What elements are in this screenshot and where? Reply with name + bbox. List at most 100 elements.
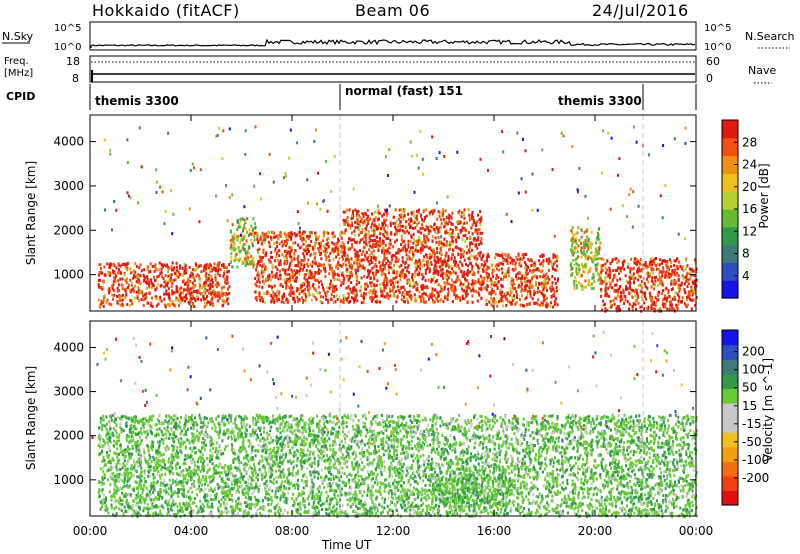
- scatter-cell: [317, 247, 320, 250]
- scatter-cell: [525, 283, 528, 287]
- scatter-cell: [400, 285, 403, 289]
- scatter-cell: [324, 160, 327, 163]
- scatter-cell: [355, 282, 358, 286]
- scatter-cell: [163, 280, 166, 284]
- scatter-cell: [293, 279, 296, 283]
- scatter-cell: [514, 267, 517, 271]
- scatter-cell: [261, 285, 264, 289]
- scatter-cell: [260, 271, 263, 275]
- scatter-cell: [309, 263, 312, 267]
- scatter-cell: [372, 239, 374, 243]
- scatter-cell: [307, 270, 310, 274]
- scatter-cell: [298, 272, 301, 276]
- range-tick-label: 3000: [53, 179, 84, 193]
- scatter-cell: [264, 233, 267, 236]
- scatter-cell: [142, 279, 145, 283]
- scatter-cell: [479, 223, 482, 227]
- scatter-cell: [254, 282, 257, 286]
- scatter-cell: [306, 247, 309, 251]
- scatter-cell: [393, 263, 395, 267]
- scatter-cell: [466, 292, 469, 296]
- scatter-cell: [661, 292, 664, 296]
- scatter-cell: [259, 197, 262, 201]
- scatter-cell: [446, 278, 449, 282]
- scatter-cell: [223, 272, 226, 276]
- scatter-cell: [613, 273, 616, 277]
- scatter-cell: [431, 135, 434, 139]
- scatter-cell: [299, 286, 302, 290]
- scatter-cell: [381, 250, 383, 254]
- scatter-cell: [187, 284, 190, 287]
- scatter-cell: [198, 277, 201, 281]
- scatter-cell: [434, 279, 437, 283]
- scatter-cell: [108, 265, 111, 269]
- scatter-cell: [133, 290, 136, 294]
- scatter-cell: [467, 282, 470, 286]
- nave-ytick-60: 60: [706, 55, 720, 68]
- scatter-cell: [367, 259, 370, 263]
- scatter-cell: [396, 270, 399, 274]
- scatter-cell: [661, 283, 664, 287]
- scatter-cell: [675, 259, 678, 263]
- scatter-cell: [383, 220, 386, 224]
- scatter-cell: [196, 294, 198, 298]
- scatter-cell: [336, 294, 338, 298]
- scatter-cell: [481, 231, 484, 235]
- scatter-cell: [360, 264, 363, 268]
- scatter-cell: [444, 223, 447, 226]
- scatter-cell: [249, 260, 252, 264]
- scatter-cell: [462, 234, 465, 238]
- scatter-cell: [194, 284, 197, 288]
- scatter-cell: [622, 261, 625, 265]
- scatter-cell: [437, 273, 440, 277]
- scatter-cell: [576, 188, 579, 192]
- scatter-cell: [510, 302, 513, 305]
- scatter-cell: [268, 245, 271, 249]
- scatter-cell: [440, 210, 443, 214]
- scatter-cell: [274, 292, 277, 296]
- scatter-cell: [193, 305, 196, 308]
- scatter-cell: [192, 302, 194, 305]
- scatter-cell: [354, 268, 357, 272]
- scatter-cell: [391, 289, 394, 293]
- scatter-cell: [159, 284, 162, 288]
- scatter-cell: [229, 230, 232, 234]
- scatter-cell: [585, 229, 588, 233]
- scatter-cell: [126, 138, 129, 142]
- scatter-cell: [114, 276, 117, 279]
- scatter-cell: [249, 232, 252, 236]
- scatter-cell: [609, 262, 612, 265]
- scatter-cell: [247, 245, 250, 249]
- scatter-cell: [362, 300, 365, 304]
- scatter-cell: [384, 155, 387, 159]
- scatter-cell: [315, 297, 318, 301]
- scatter-cell: [129, 267, 132, 271]
- scatter-cell: [376, 279, 379, 283]
- scatter-cell: [418, 268, 421, 272]
- scatter-cell: [422, 259, 425, 263]
- scatter-cell: [655, 302, 658, 306]
- scatter-cell: [239, 241, 242, 245]
- scatter-cell: [424, 268, 427, 272]
- scatter-cell: [436, 247, 439, 251]
- scatter-cell: [422, 275, 425, 279]
- scatter-cell: [327, 301, 329, 305]
- scatter-cell: [303, 230, 306, 234]
- scatter-cell: [167, 269, 170, 273]
- scatter-cell: [666, 260, 669, 263]
- scatter-cell: [433, 275, 436, 279]
- scatter-cell: [193, 279, 196, 283]
- scatter-cell: [118, 268, 120, 272]
- scatter-cell: [135, 274, 138, 278]
- scatter-cell: [578, 263, 580, 267]
- scatter-cell: [191, 162, 194, 166]
- scatter-cell: [479, 274, 482, 278]
- scatter-cell: [332, 286, 335, 290]
- scatter-cell: [246, 217, 249, 221]
- scatter-cell: [343, 245, 346, 249]
- scatter-cell: [202, 295, 205, 299]
- scatter-cell: [400, 213, 403, 217]
- scatter-cell: [288, 292, 291, 296]
- scatter-cell: [406, 281, 409, 285]
- scatter-cell: [383, 283, 386, 287]
